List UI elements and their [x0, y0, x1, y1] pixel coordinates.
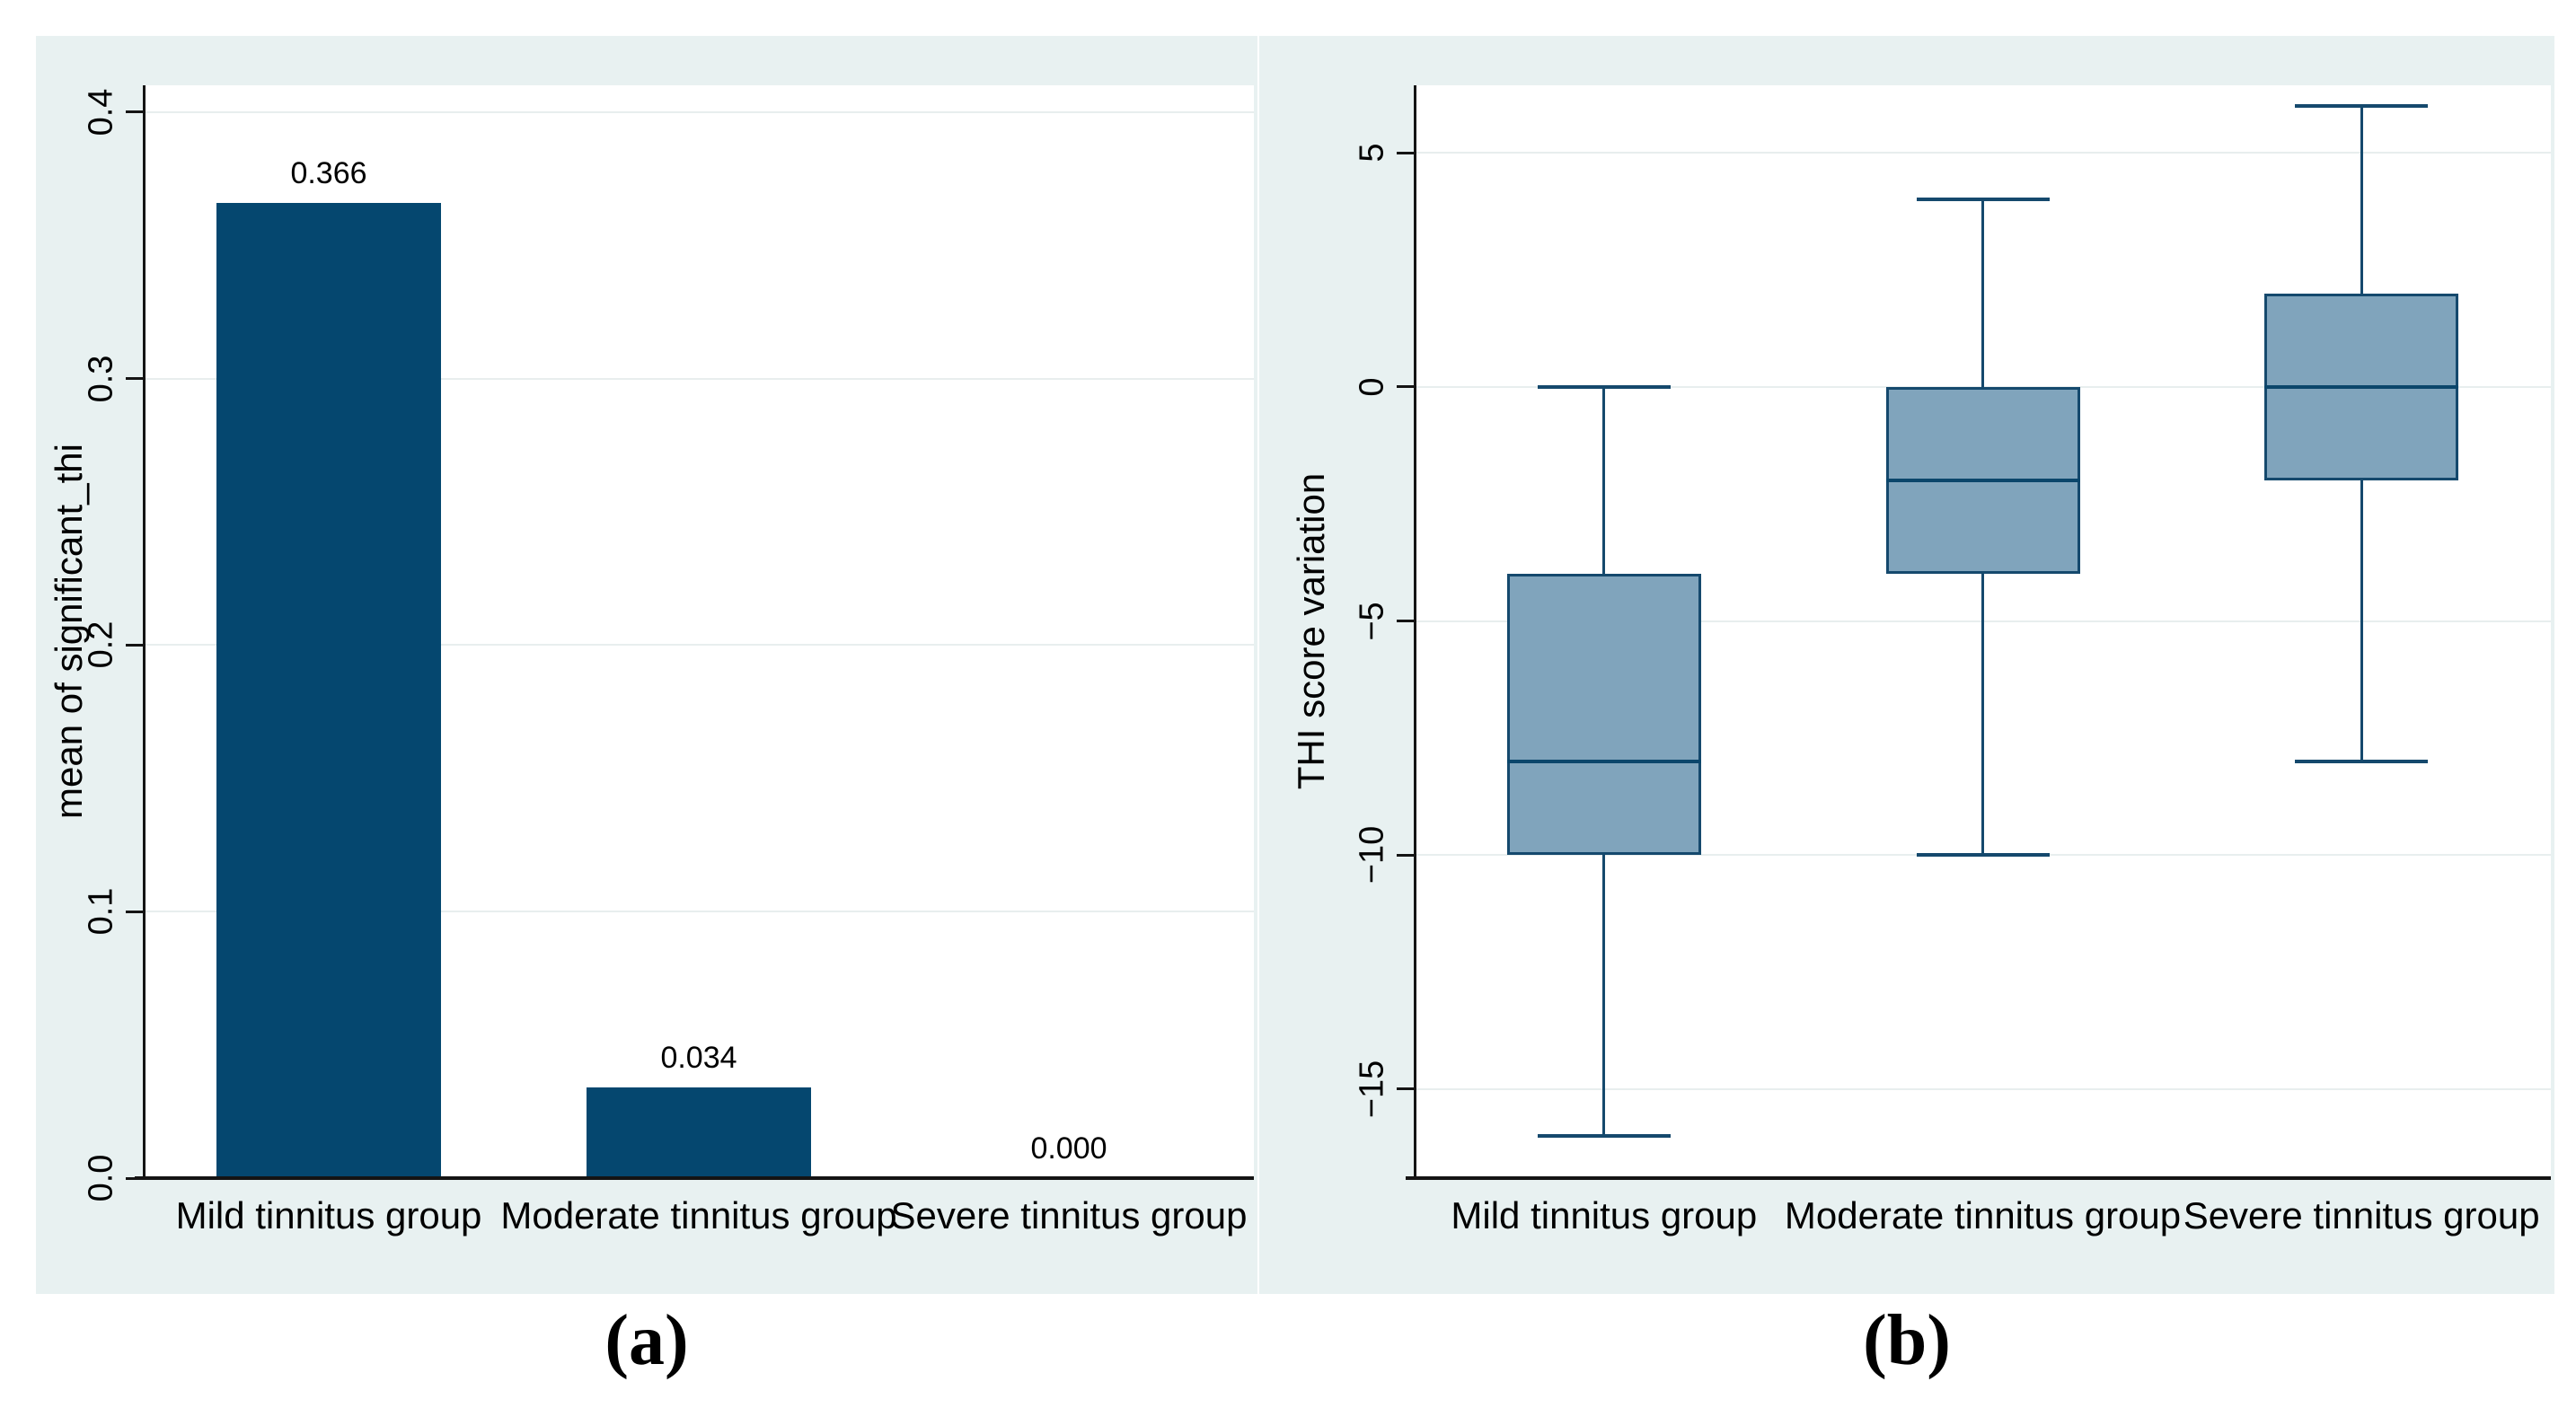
box-whisker-cap-lower	[1537, 1134, 1671, 1139]
box-whisker-stem-lower	[1981, 574, 1984, 856]
y-tick	[126, 110, 144, 114]
bar	[587, 1087, 811, 1178]
y-tick-label: −5	[1353, 601, 1391, 641]
gridline	[144, 110, 1254, 113]
box-whisker-stem-lower	[1602, 855, 1606, 1137]
y-tick	[1397, 853, 1415, 857]
gridline	[1415, 152, 2551, 154]
category-label: Mild tinnitus group	[1451, 1194, 1758, 1236]
panel-b: THI score variation 5 0 −5 −10 −15 Mild tinni…	[1259, 36, 2554, 1294]
caption-a: (a)	[604, 1301, 689, 1380]
y-tick-label: 0	[1353, 377, 1391, 397]
category-label: Mild tinnitus group	[175, 1194, 482, 1236]
box-whisker-cap-lower	[2295, 759, 2429, 763]
y-axis-line	[142, 85, 146, 1180]
box-whisker-cap-upper	[1537, 384, 1671, 389]
box	[1506, 574, 1701, 856]
box-whisker-stem-upper	[1602, 386, 1606, 575]
bar-value-label: 0.366	[290, 155, 367, 190]
y-tick-label: −10	[1353, 825, 1391, 884]
y-tick-label: 0.2	[82, 620, 120, 669]
bar-value-label: 0.000	[1030, 1131, 1107, 1166]
category-label: Moderate tinnitus group	[500, 1194, 897, 1236]
y-tick-label: −15	[1353, 1060, 1391, 1119]
panel-a: mean of significant_thi 0.0 0.1 0.2 0.3 0.4 0…	[36, 36, 1257, 1294]
gridline	[1415, 1087, 2551, 1090]
gridline	[144, 911, 1254, 913]
gridline	[144, 377, 1254, 380]
gridline	[144, 644, 1254, 647]
y-tick	[1397, 385, 1415, 389]
box-whisker-cap-lower	[1916, 853, 2050, 858]
x-axis-line	[1406, 1176, 2551, 1180]
box-whisker-cap-upper	[1916, 198, 2050, 202]
box-whisker-stem-upper	[1981, 199, 1984, 387]
y-tick	[1397, 1087, 1415, 1091]
category-label: Moderate tinnitus group	[1784, 1194, 2182, 1236]
y-tick	[126, 910, 144, 913]
y-axis-line	[1413, 85, 1416, 1180]
y-tick-label: 0.4	[82, 88, 120, 136]
bar	[216, 202, 441, 1178]
category-label: Severe tinnitus group	[2183, 1194, 2540, 1236]
y-tick-label: 5	[1353, 143, 1391, 163]
box-whisker-cap-upper	[2295, 103, 2429, 108]
y-tick-label: 0.0	[82, 1154, 120, 1202]
box-median-line	[1506, 759, 1701, 763]
category-label: Severe tinnitus group	[890, 1194, 1248, 1236]
y-tick	[1397, 620, 1415, 622]
box-median-line	[1885, 479, 2080, 483]
caption-b: (b)	[1863, 1301, 1951, 1380]
box-whisker-stem-upper	[2360, 105, 2363, 294]
y-tick	[126, 377, 144, 380]
bar-value-label: 0.034	[660, 1041, 737, 1076]
y-tick	[126, 643, 144, 647]
y-tick	[1397, 151, 1415, 154]
y-axis-title-b: THI score variation	[1290, 472, 1332, 790]
y-tick-label: 0.3	[82, 355, 120, 402]
x-axis-line	[135, 1176, 1254, 1180]
box-median-line	[2264, 384, 2459, 389]
y-tick-label: 0.1	[82, 887, 120, 936]
box-whisker-stem-lower	[2360, 480, 2363, 761]
